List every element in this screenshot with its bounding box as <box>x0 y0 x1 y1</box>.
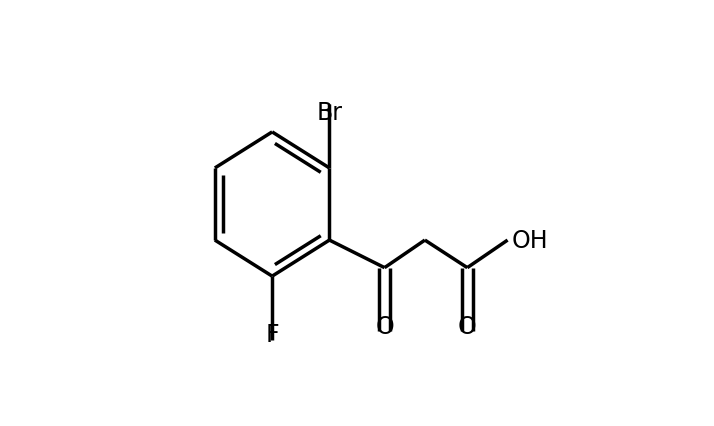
Text: Br: Br <box>316 101 343 125</box>
Text: O: O <box>375 314 394 338</box>
Text: F: F <box>266 322 279 346</box>
Text: OH: OH <box>512 228 548 253</box>
Text: O: O <box>458 314 477 338</box>
